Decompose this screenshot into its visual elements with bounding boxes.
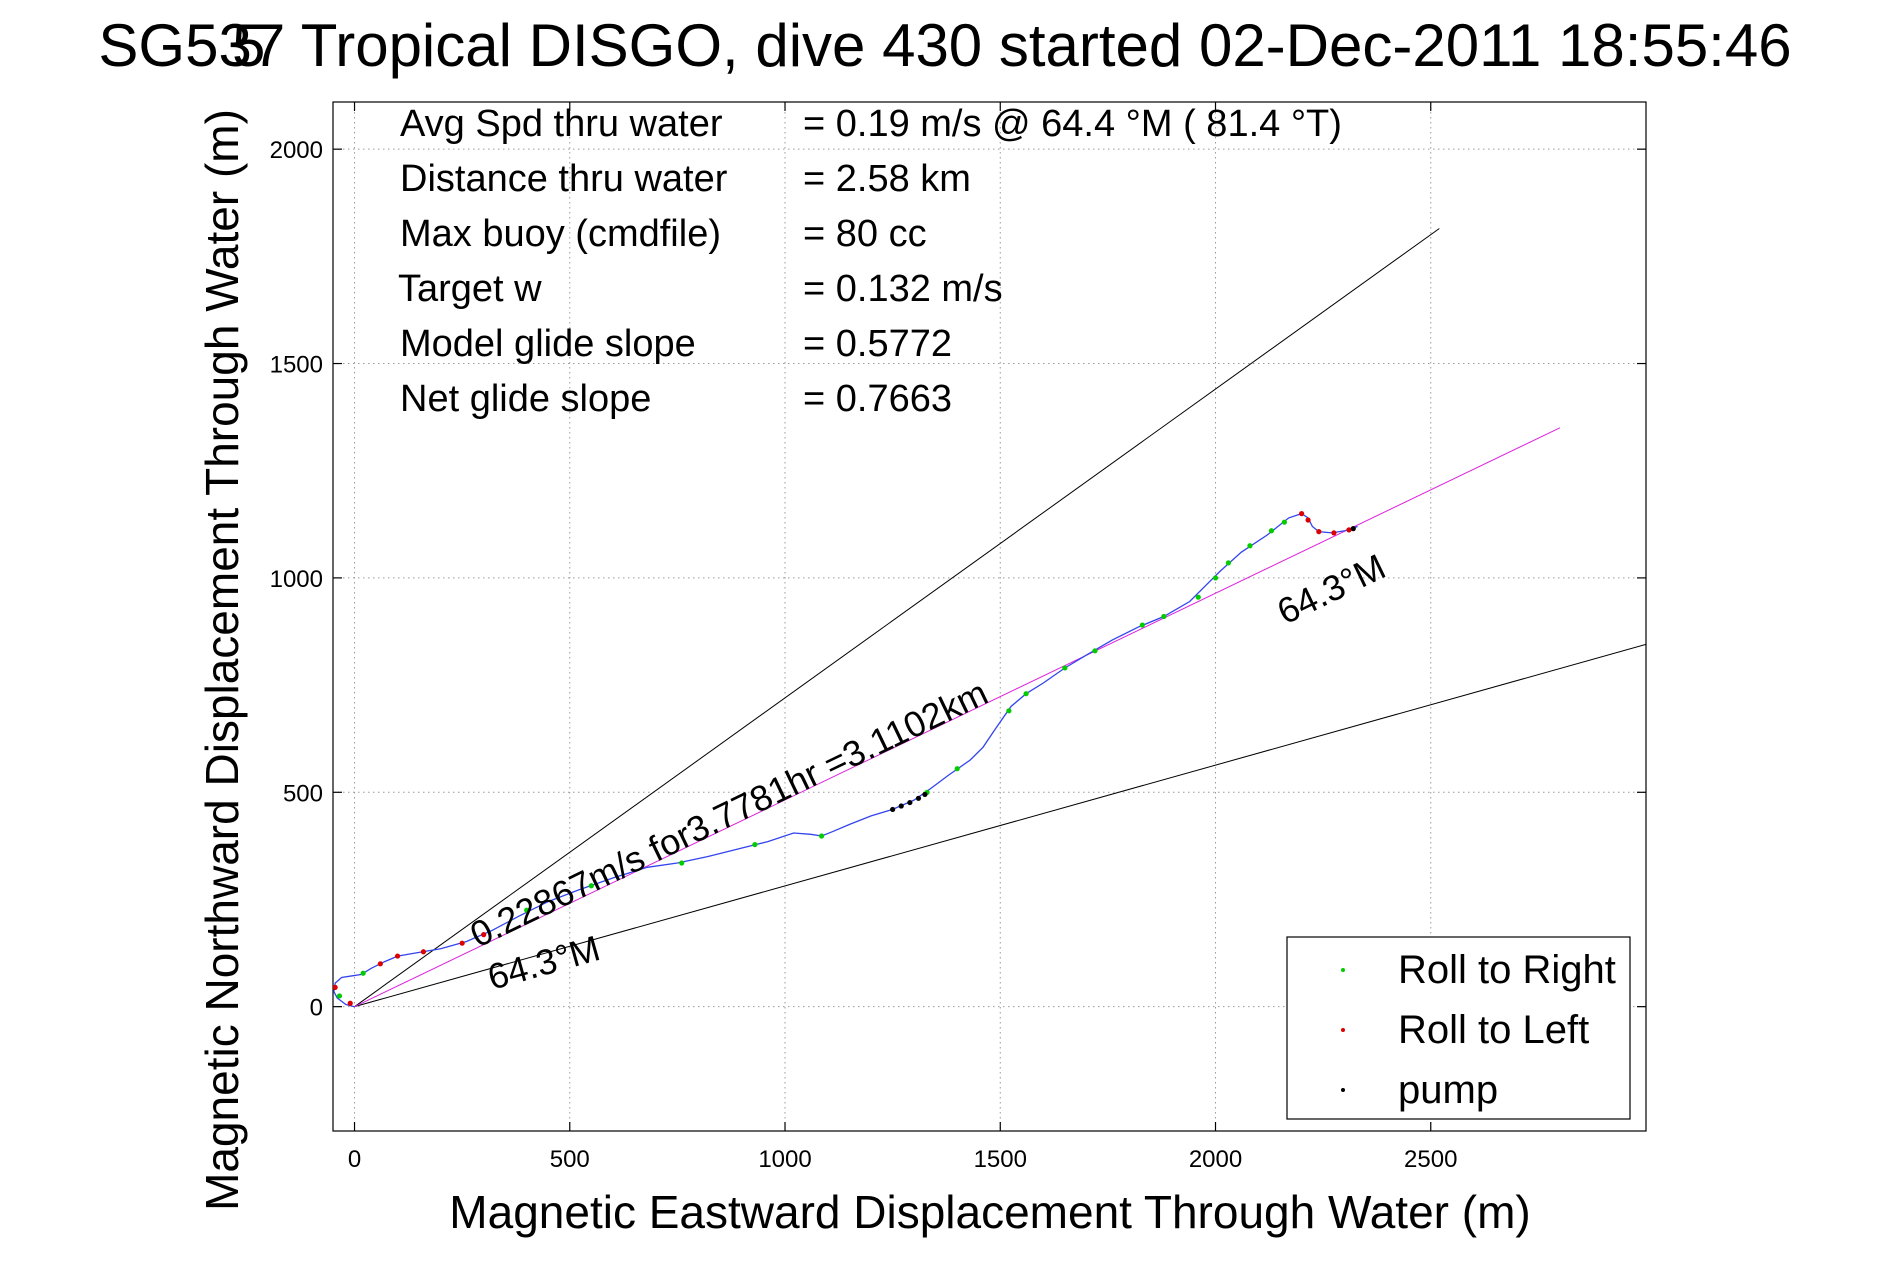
x-tick-label: 500	[550, 1146, 590, 1173]
stat-value: = 0.132 m/s	[803, 268, 1003, 310]
roll-right-marker	[1195, 594, 1201, 600]
legend-marker-roll-left	[1341, 1028, 1345, 1032]
legend-label: Roll to Left	[1398, 1008, 1589, 1052]
y-axis-label: Magnetic Northward Displacement Through …	[196, 109, 248, 1211]
chart-title: SG537 Tropical DISGO, dive 430 started 0…	[98, 12, 1791, 79]
roll-left-marker	[481, 932, 487, 938]
roll-right-marker	[1281, 519, 1287, 525]
stat-label: Model glide slope	[400, 323, 696, 365]
roll-right-marker	[1161, 613, 1167, 620]
stat-value: = 0.7663	[803, 378, 952, 420]
roll-left-marker	[1346, 527, 1352, 533]
stat-label: Net glide slope	[400, 378, 651, 420]
reference-line-upper-bound	[354, 228, 1440, 1008]
roll-right-marker	[1247, 543, 1253, 549]
x-tick-label: 1000	[758, 1146, 811, 1173]
x-axis-ticks: 0 500 1000 1500 2000 2500	[348, 102, 1457, 1173]
reference-lines	[354, 228, 1646, 1008]
roll-right-marker	[819, 833, 825, 839]
legend-label: Roll to Right	[1398, 948, 1616, 992]
legend-label: pump	[1398, 1068, 1498, 1112]
roll-right-marker	[1139, 622, 1145, 628]
roll-left-marker	[1316, 529, 1322, 535]
roll-right-marker	[1225, 560, 1232, 566]
pump-marker	[898, 803, 904, 809]
roll-right-marker	[336, 993, 343, 999]
y-tick-label: 2000	[270, 137, 323, 164]
roll-right-marker	[954, 766, 960, 772]
roll-right-marker	[679, 860, 685, 866]
roll-left-marker	[459, 940, 465, 946]
x-tick-label: 1500	[974, 1146, 1027, 1173]
x-tick-label: 0	[348, 1146, 361, 1173]
stats-block: Avg Spd thru water = 0.19 m/s @ 64.4 °M …	[398, 103, 1342, 420]
roll-right-marker	[360, 970, 366, 976]
roll-right-marker	[1268, 528, 1275, 534]
grid	[333, 102, 1646, 1131]
pump-marker	[915, 795, 922, 801]
stat-label: Avg Spd thru water	[400, 103, 723, 145]
event-markers	[333, 510, 1356, 1006]
roll-left-marker	[394, 953, 401, 959]
roll-left-marker	[377, 961, 383, 967]
stat-label: Max buoy (cmdfile)	[400, 213, 721, 255]
roll-left-marker	[1299, 510, 1305, 517]
stat-value: = 0.5772	[803, 323, 952, 365]
roll-left-marker	[1331, 530, 1337, 536]
stat-value: = 80 cc	[803, 213, 927, 255]
y-tick-label: 1000	[270, 566, 323, 593]
x-axis-label: Magnetic Eastward Displacement Through W…	[449, 1186, 1530, 1238]
stat-value: = 2.58 km	[803, 158, 971, 200]
pump-marker	[1350, 526, 1356, 532]
reference-line-heading	[354, 427, 1561, 1008]
roll-right-marker	[524, 907, 530, 913]
stat-label: Target w	[398, 268, 542, 310]
roll-right-marker	[1023, 691, 1029, 697]
roll-right-marker	[1006, 708, 1012, 714]
y-tick-label: 1500	[270, 352, 323, 379]
roll-left-marker	[347, 1000, 353, 1006]
x-tick-label: 2500	[1404, 1146, 1457, 1173]
roll-right-marker	[588, 883, 594, 889]
roll-right-marker	[752, 841, 758, 848]
roll-right-marker	[1092, 648, 1098, 654]
roll-left-marker	[420, 949, 427, 955]
pump-marker	[890, 806, 896, 813]
y-tick-label: 0	[310, 995, 323, 1022]
y-tick-label: 500	[283, 780, 323, 807]
pump-marker	[907, 799, 913, 806]
title-overlap-glyph: 5	[232, 12, 265, 79]
y-axis-ticks: 0 500 1000 1500 2000	[270, 137, 1646, 1022]
roll-right-marker	[1062, 665, 1068, 671]
stat-label: Distance thru water	[400, 158, 728, 200]
reference-line-lower-bound	[354, 643, 1646, 1008]
stat-value: = 0.19 m/s @ 64.4 °M ( 81.4 °T)	[803, 103, 1342, 145]
roll-left-marker	[1305, 517, 1311, 523]
legend: Roll to Right Roll to Left pump	[1286, 936, 1631, 1120]
roll-left-marker	[333, 984, 338, 990]
x-tick-label: 2000	[1189, 1146, 1242, 1173]
legend-marker-pump	[1341, 1088, 1345, 1092]
legend-marker-roll-right	[1341, 968, 1345, 972]
pump-marker	[922, 791, 928, 798]
roll-right-marker	[1212, 575, 1219, 581]
